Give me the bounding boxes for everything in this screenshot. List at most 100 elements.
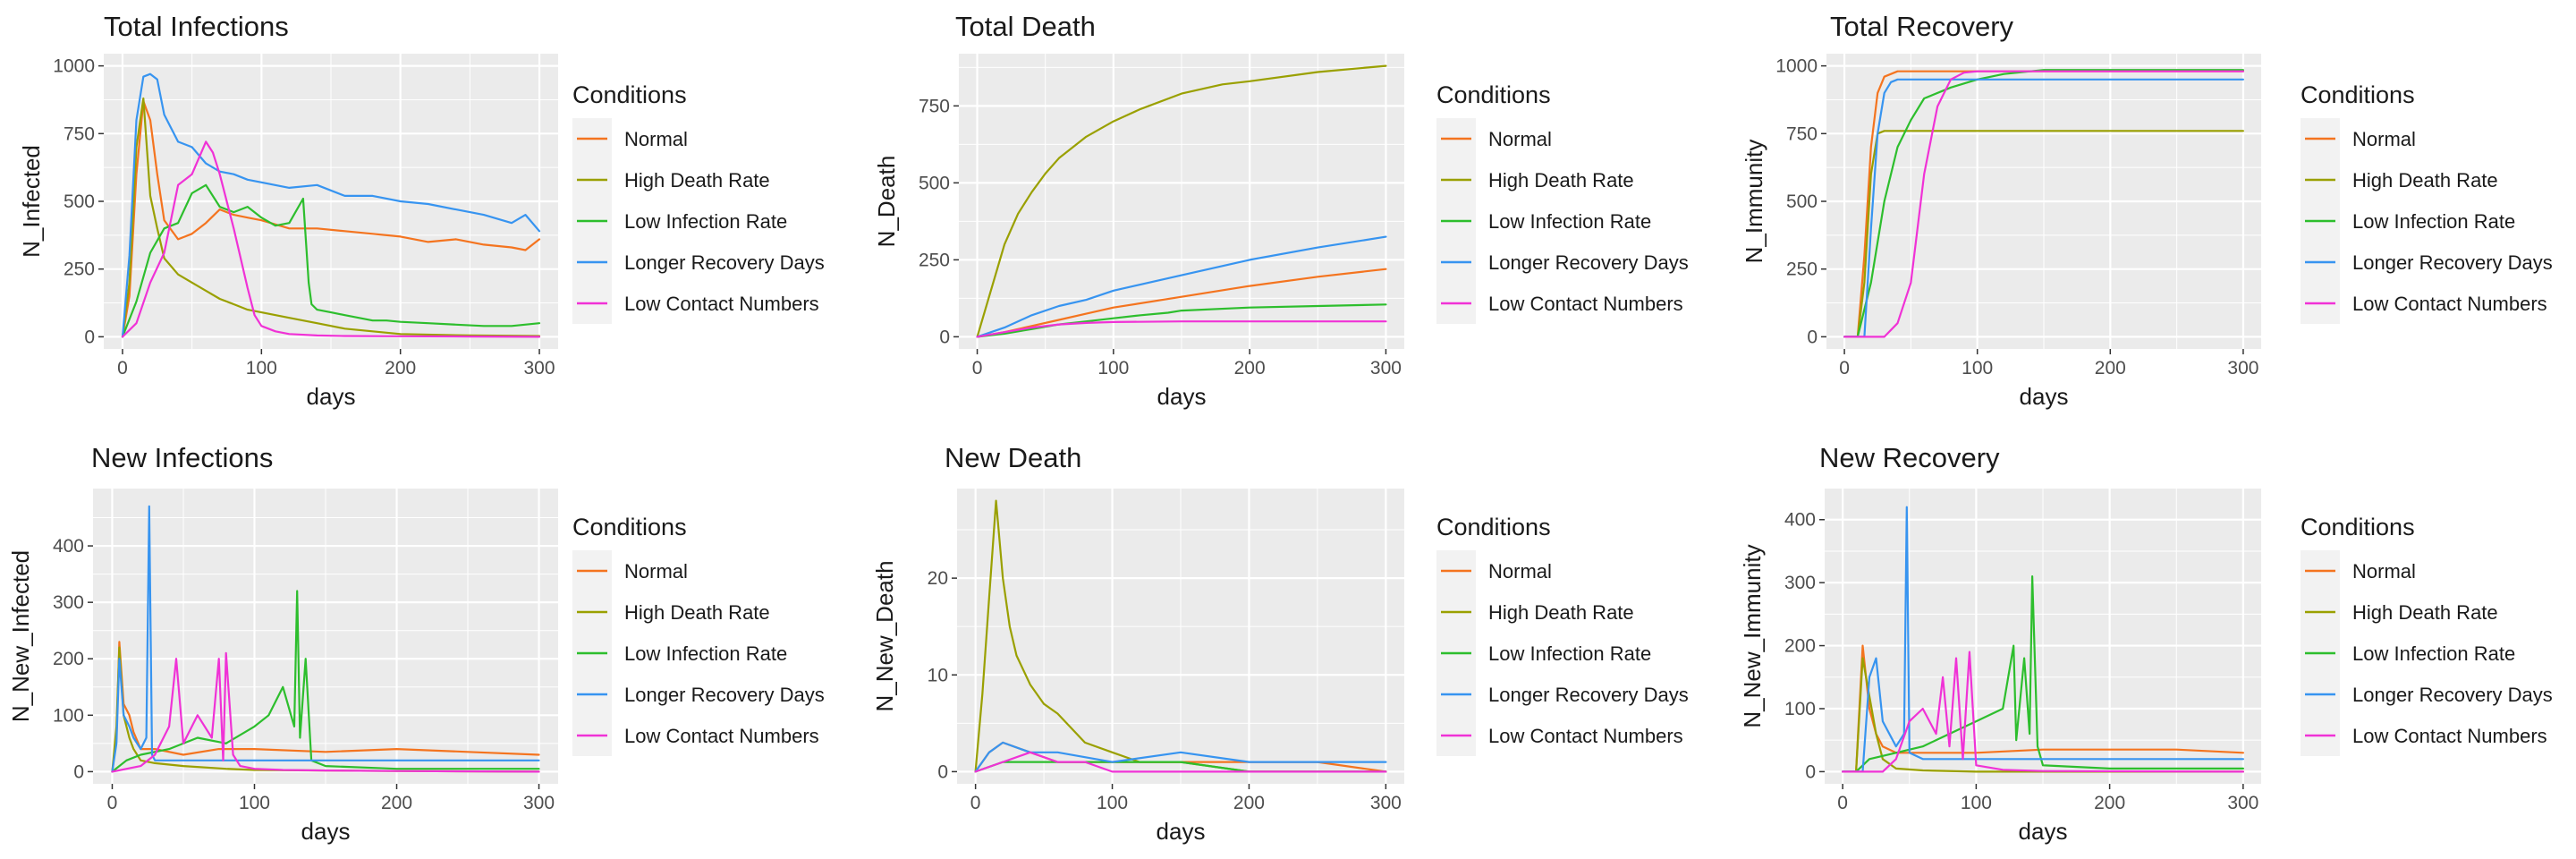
panel-3: 0 100 200 300 0 100 200 300 400 New Infections day…	[7, 442, 825, 845]
x-tick-label: 0	[107, 793, 118, 813]
legend-item-low-infection-rate: Low Infection Rate	[2301, 200, 2515, 242]
series-line-low-contact-numbers	[976, 320, 1387, 338]
x-tick-label: 300	[2227, 793, 2258, 813]
series-line-low-contact-numbers	[1843, 70, 2244, 338]
x-tick-label: 0	[970, 793, 981, 813]
x-axis-title: days	[2019, 818, 2068, 845]
minor-gridlines	[957, 489, 1404, 784]
x-tick-label: 200	[381, 793, 412, 813]
legend-label: Low Infection Rate	[1488, 210, 1651, 233]
legend-item-high-death-rate: High Death Rate	[1436, 159, 1634, 200]
legend-title: Conditions	[2301, 514, 2415, 540]
legend-label: Longer Recovery Days	[624, 684, 825, 706]
legend-label: Low Infection Rate	[2352, 642, 2515, 665]
x-tick-label: 300	[523, 793, 555, 813]
panel-4: 0 100 200 300 0 10 20 New Death days N_New_Death C…	[871, 442, 1689, 845]
series-line-longer-recovery-days	[111, 505, 540, 773]
x-tick-label: 100	[1097, 358, 1129, 378]
legend-item-normal: Normal	[572, 550, 688, 591]
panel-title: New Infections	[91, 442, 273, 473]
legend-item-longer-recovery-days: Longer Recovery Days	[572, 242, 825, 283]
y-axis-title: N_New_Immunity	[1739, 544, 1766, 727]
legend-item-normal: Normal	[2301, 118, 2416, 159]
series-group	[111, 505, 540, 773]
series-line-longer-recovery-days	[1842, 506, 2244, 773]
legend-item-normal: Normal	[2301, 550, 2416, 591]
minor-gridlines	[959, 54, 1404, 349]
legend-label: Normal	[1488, 560, 1552, 583]
x-tick-label: 100	[1962, 358, 1993, 378]
legend-item-low-contact-numbers: Low Contact Numbers	[572, 715, 819, 756]
series-line-longer-recovery-days	[121, 72, 541, 338]
y-tick-label: 400	[1784, 510, 1816, 531]
legend-label: Normal	[2352, 560, 2416, 583]
y-tick-label: 200	[53, 649, 84, 669]
legend-label: High Death Rate	[624, 601, 770, 624]
y-tick-label: 1000	[1775, 56, 1818, 77]
y-tick-label: 100	[1784, 699, 1816, 719]
x-axis-title: days	[1157, 818, 1206, 845]
legend: Conditions Normal High Death Rate Low Infec…	[1436, 81, 1689, 324]
legend-label: Low Infection Rate	[624, 210, 787, 233]
legend-item-high-death-rate: High Death Rate	[2301, 591, 2498, 633]
legend-label: High Death Rate	[2352, 169, 2498, 191]
legend-item-low-contact-numbers: Low Contact Numbers	[2301, 283, 2547, 324]
y-tick-label: 100	[53, 705, 84, 726]
legend-item-longer-recovery-days: Longer Recovery Days	[1436, 674, 1689, 715]
series-group	[976, 64, 1387, 338]
legend-label: Normal	[624, 128, 688, 150]
series-line-low-infection-rate	[1842, 574, 2244, 773]
legend-item-low-contact-numbers: Low Contact Numbers	[1436, 715, 1683, 756]
panel-1: 0 100 200 300 0 250 500 750 Total Death days N_Dea…	[873, 11, 1689, 410]
y-tick-label: 500	[1786, 191, 1818, 212]
y-tick-label: 200	[1784, 636, 1816, 657]
legend-item-longer-recovery-days: Longer Recovery Days	[2301, 674, 2553, 715]
series-line-high-death-rate	[121, 97, 541, 338]
series-line-high-death-rate	[976, 64, 1387, 338]
legend-label: Low Infection Rate	[1488, 642, 1651, 665]
y-tick-label: 500	[64, 191, 95, 212]
series-group	[974, 499, 1387, 773]
legend-label: Low Infection Rate	[2352, 210, 2515, 233]
legend-item-normal: Normal	[1436, 118, 1552, 159]
series-group	[1843, 69, 2244, 338]
series-line-low-contact-numbers	[111, 651, 540, 773]
legend-label: Normal	[624, 560, 688, 583]
legend-item-high-death-rate: High Death Rate	[2301, 159, 2498, 200]
x-tick-label: 200	[2095, 358, 2126, 378]
x-tick-label: 100	[1961, 793, 1992, 813]
y-axis-title: N_New_Infected	[7, 550, 34, 722]
y-tick-label: 0	[937, 761, 948, 782]
panel-title: Total Infections	[104, 11, 289, 42]
legend: Conditions Normal High Death Rate Low Infec…	[572, 514, 825, 756]
legend-label: Longer Recovery Days	[2352, 251, 2553, 274]
x-tick-label: 0	[1837, 793, 1848, 813]
x-axis-title: days	[1157, 383, 1207, 410]
legend-item-longer-recovery-days: Longer Recovery Days	[2301, 242, 2553, 283]
x-tick-label: 100	[1097, 793, 1128, 813]
legend-item-longer-recovery-days: Longer Recovery Days	[572, 674, 825, 715]
legend-label: Low Contact Numbers	[624, 293, 819, 315]
legend-item-normal: Normal	[572, 118, 688, 159]
series-line-high-death-rate	[1842, 657, 2244, 773]
legend-label: Normal	[1488, 128, 1552, 150]
y-tick-label: 0	[1807, 327, 1818, 347]
series-group	[1842, 506, 2244, 773]
series-line-longer-recovery-days	[974, 741, 1387, 773]
series-line-longer-recovery-days	[976, 235, 1387, 338]
legend-label: Low Infection Rate	[624, 642, 787, 665]
y-tick-label: 400	[53, 536, 84, 557]
series-line-low-infection-rate	[976, 303, 1387, 338]
legend-title: Conditions	[572, 81, 687, 108]
panel-title: New Recovery	[1819, 442, 2000, 473]
legend-item-low-infection-rate: Low Infection Rate	[572, 633, 787, 674]
legend-item-low-infection-rate: Low Infection Rate	[2301, 633, 2515, 674]
y-tick-label: 1000	[53, 56, 95, 77]
y-tick-label: 300	[53, 592, 84, 613]
legend: Conditions Normal High Death Rate Low Infec…	[572, 81, 825, 324]
legend-item-high-death-rate: High Death Rate	[572, 591, 770, 633]
x-axis-title: days	[301, 818, 351, 845]
x-tick-label: 200	[385, 358, 416, 378]
y-tick-label: 750	[64, 123, 95, 144]
